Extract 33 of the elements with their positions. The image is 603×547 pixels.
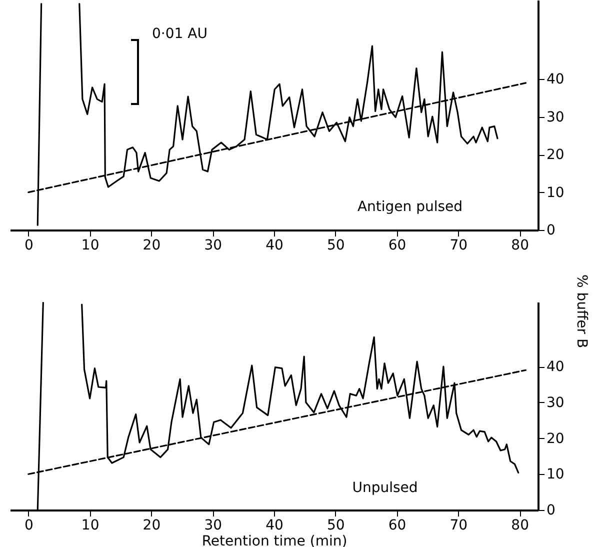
x-tick-label: 30 [204,238,222,254]
y-tick-label: 0 [546,222,556,238]
x-tick-label: 60 [388,238,406,254]
annotation: Unpulsed [352,480,418,496]
y-tick-label: 10 [546,184,564,201]
annotation: Antigen pulsed [357,199,463,215]
x-tick-label: 70 [450,518,468,534]
x-tick-label: 80 [511,518,529,534]
x-tick-label: 20 [142,518,161,534]
annotation: 0·01 AU [152,26,208,42]
x-tick-label: 80 [511,238,529,254]
y-tick-label: 20 [546,147,564,164]
y-tick-label: 20 [546,430,564,447]
x-tick-label: 0 [24,238,34,254]
x-tick-label: 60 [388,518,406,534]
x-tick-label: 50 [326,238,345,254]
y-tick-label: 30 [546,394,564,411]
x-tick-label: 30 [204,518,222,534]
y-tick-label: 40 [546,359,564,376]
x-tick-label: 10 [81,518,100,534]
x-tick-label: 70 [450,238,468,254]
x-axis-title: Retention time (min) [202,534,348,547]
x-tick-label: 50 [326,518,345,534]
x-tick-label: 0 [24,518,34,534]
x-tick-label: 10 [81,238,100,254]
y-tick-label: 0 [546,502,556,518]
x-tick-label: 40 [266,518,284,534]
x-tick-label: 40 [266,238,284,254]
y-tick-label: 30 [546,109,564,126]
y-tick-label: 40 [546,72,564,88]
y-tick-label: 10 [546,466,564,483]
x-tick-label: 20 [142,238,161,254]
y-axis-title: % buffer B [573,274,590,348]
